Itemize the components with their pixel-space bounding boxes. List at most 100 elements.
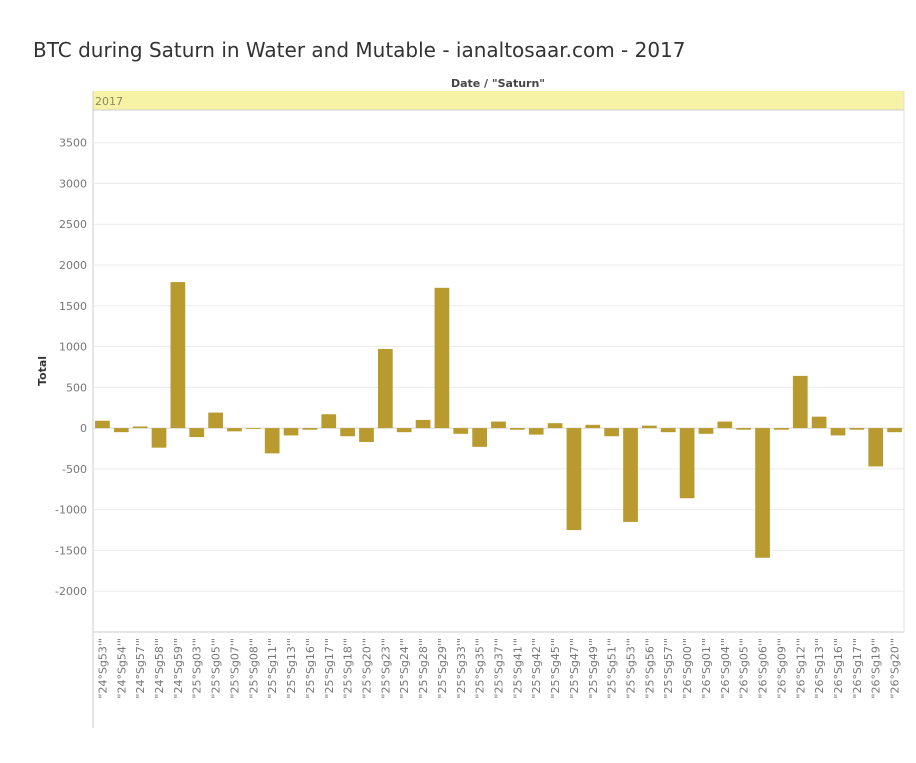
x-tick-label: "25°Sg49'" xyxy=(587,638,600,699)
x-tick-label: "24°Sg59'" xyxy=(172,638,185,699)
bar xyxy=(245,428,261,429)
x-tick-label: "24°Sg58'" xyxy=(153,638,166,699)
bar xyxy=(434,287,450,429)
y-tick-label: 1500 xyxy=(59,300,87,313)
x-tick-label: "24°Sg57'" xyxy=(134,638,147,699)
x-tick-label: "25°Sg29'" xyxy=(436,638,449,699)
x-tick-label: "25°Sg41'" xyxy=(511,638,524,699)
bars xyxy=(95,282,902,558)
bar xyxy=(151,428,167,448)
x-tick-label: "25°Sg20'" xyxy=(360,638,373,699)
bar xyxy=(113,428,129,433)
bar xyxy=(132,426,148,429)
x-tick-label: "25°Sg42'" xyxy=(530,638,543,699)
x-tick-label: "25°Sg53'" xyxy=(625,638,638,699)
bar xyxy=(264,428,280,454)
x-tick-label: "26°Sg00'" xyxy=(681,638,694,699)
x-tick-label: "26°Sg05'" xyxy=(738,638,751,699)
x-axis-ticks: "24°Sg53'" "24°Sg54'" "24°Sg57'" "24°Sg58'"… xyxy=(96,638,901,699)
y-tick-label: -2000 xyxy=(55,585,87,598)
y-tick-label: -500 xyxy=(62,463,87,476)
x-tick-label: "26°Sg13'" xyxy=(813,638,826,699)
bar xyxy=(566,428,582,531)
bar xyxy=(396,428,412,433)
y-tick-label: 3500 xyxy=(59,137,87,150)
x-tick-label: "25°Sg05'" xyxy=(210,638,223,699)
bar xyxy=(453,428,469,434)
x-tick-label: "26°Sg09'" xyxy=(775,638,788,699)
x-tick-label: "25°Sg56'" xyxy=(643,638,656,699)
x-tick-label: "25°Sg33'" xyxy=(455,638,468,699)
column-header: Date / "Saturn" xyxy=(451,77,545,90)
bar xyxy=(642,425,657,429)
bar xyxy=(415,419,431,429)
bar xyxy=(660,428,676,433)
y-tick-label: -1000 xyxy=(55,504,87,517)
bar xyxy=(359,428,374,442)
x-tick-label: "25°Sg28'" xyxy=(417,638,430,699)
bar xyxy=(302,428,318,430)
bar xyxy=(774,428,789,430)
x-tick-label: "26°Sg19'" xyxy=(870,638,883,699)
panel-header-band xyxy=(93,91,904,110)
bar xyxy=(679,428,695,499)
bar xyxy=(377,348,393,429)
bar xyxy=(623,428,638,522)
bar xyxy=(811,416,827,429)
bar xyxy=(227,428,242,432)
bar xyxy=(208,412,223,429)
x-tick-label: "25°Sg18'" xyxy=(342,638,355,699)
x-tick-label: "25°Sg17'" xyxy=(323,638,336,699)
bar xyxy=(792,375,808,429)
x-tick-label: "25°Sg24'" xyxy=(398,638,411,699)
x-tick-label: "25°Sg37'" xyxy=(493,638,506,699)
x-tick-label: "24°Sg53'" xyxy=(96,638,109,699)
bar xyxy=(698,428,714,434)
panel-label: 2017 xyxy=(95,95,123,108)
x-tick-label: "26°Sg06'" xyxy=(757,638,770,699)
bar xyxy=(283,428,299,436)
x-tick-label: "25°Sg16'" xyxy=(304,638,317,699)
bar xyxy=(189,428,205,438)
y-tick-label: -1500 xyxy=(55,544,87,557)
y-tick-label: 2000 xyxy=(59,259,87,272)
x-tick-label: "26°Sg12'" xyxy=(794,638,807,699)
bar xyxy=(528,428,544,435)
x-tick-label: "25°Sg47'" xyxy=(568,638,581,699)
gridlines xyxy=(93,142,904,592)
bar xyxy=(340,428,355,437)
bar xyxy=(472,428,487,447)
bar xyxy=(755,428,770,558)
x-tick-label: "26°Sg17'" xyxy=(851,638,864,699)
bar xyxy=(95,420,110,429)
bar xyxy=(849,428,865,430)
x-tick-label: "26°Sg01'" xyxy=(700,638,713,699)
x-tick-label: "26°Sg16'" xyxy=(832,638,845,699)
bar xyxy=(491,421,506,429)
x-tick-label: "25°Sg13'" xyxy=(285,638,298,699)
x-tick-label: "25°Sg11'" xyxy=(266,638,279,699)
bar xyxy=(321,414,337,429)
bar xyxy=(830,428,846,436)
x-tick-label: "25°Sg03'" xyxy=(191,638,204,699)
x-tick-label: "24°Sg54'" xyxy=(115,638,128,699)
y-tick-label: 1000 xyxy=(59,341,87,354)
x-tick-label: "26°Sg04'" xyxy=(719,638,732,699)
x-tick-label: "25°Sg57'" xyxy=(662,638,675,699)
bar xyxy=(547,423,563,429)
bar xyxy=(604,428,620,437)
x-tick-label: "25°Sg35'" xyxy=(474,638,487,699)
bar xyxy=(510,428,525,430)
y-axis-ticks: 3500 3000 2500 2000 1500 1000 500 0 -500 -1000 -15… xyxy=(55,137,87,599)
y-tick-label: 0 xyxy=(80,422,87,435)
bar xyxy=(170,282,186,429)
x-tick-label: "25°Sg23'" xyxy=(379,638,392,699)
bar xyxy=(887,428,902,433)
x-tick-label: "26°Sg20'" xyxy=(889,638,902,699)
bar xyxy=(585,424,601,429)
bar xyxy=(868,428,884,467)
x-tick-label: "25°Sg07'" xyxy=(228,638,241,699)
x-tick-label: "25°Sg08'" xyxy=(247,638,260,699)
y-axis-label: Total xyxy=(36,356,49,386)
